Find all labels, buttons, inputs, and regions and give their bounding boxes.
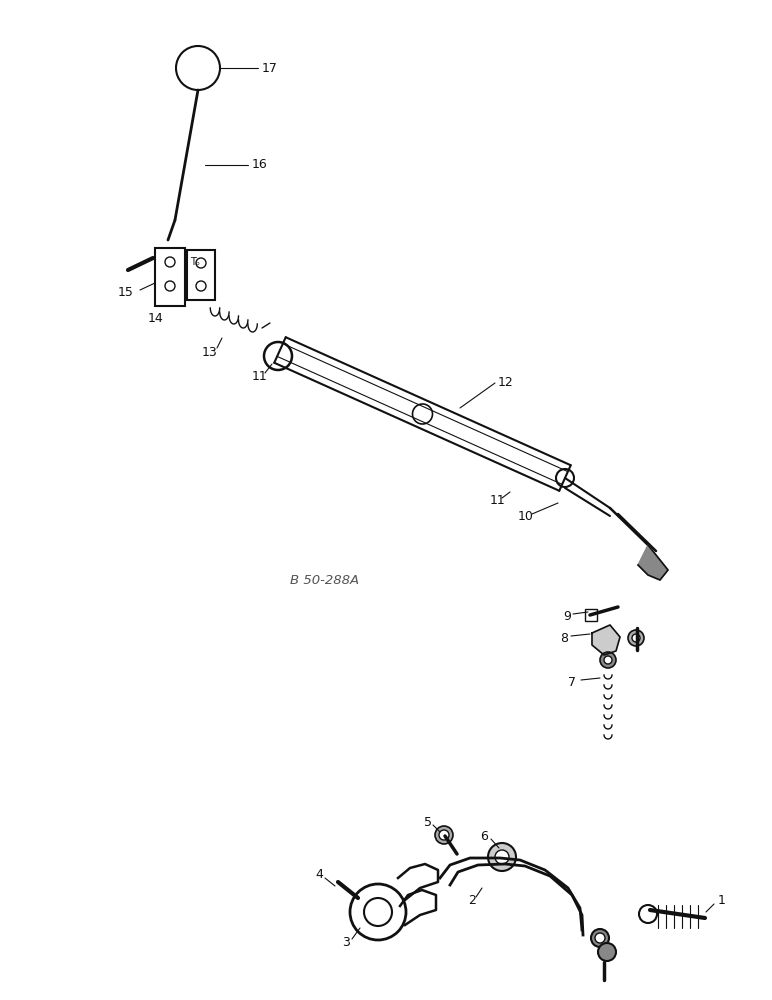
Text: 9: 9 — [563, 609, 571, 622]
Circle shape — [495, 850, 509, 864]
Circle shape — [598, 943, 616, 961]
Text: B 50-288A: B 50-288A — [290, 574, 359, 586]
Text: 17: 17 — [262, 62, 278, 75]
Text: 11: 11 — [252, 369, 268, 382]
Text: 4: 4 — [315, 868, 323, 882]
Text: 13: 13 — [202, 346, 218, 359]
Text: 16: 16 — [252, 158, 268, 172]
Text: 15: 15 — [118, 286, 134, 298]
Text: 8: 8 — [560, 632, 568, 645]
Text: 12: 12 — [498, 375, 513, 388]
Text: Tₒ: Tₒ — [190, 257, 200, 267]
Text: 14: 14 — [148, 312, 164, 324]
Circle shape — [435, 826, 453, 844]
Circle shape — [488, 843, 516, 871]
FancyBboxPatch shape — [585, 609, 597, 621]
Circle shape — [600, 652, 616, 668]
Text: 7: 7 — [568, 676, 576, 688]
FancyBboxPatch shape — [187, 250, 215, 300]
Circle shape — [595, 933, 605, 943]
Circle shape — [628, 630, 644, 646]
Polygon shape — [592, 625, 620, 655]
Text: 1: 1 — [718, 894, 726, 906]
Polygon shape — [638, 545, 668, 580]
Text: 3: 3 — [342, 936, 350, 948]
Text: 6: 6 — [480, 830, 488, 842]
Circle shape — [632, 634, 640, 642]
Circle shape — [604, 656, 612, 664]
Text: 5: 5 — [424, 816, 432, 828]
Text: 11: 11 — [490, 493, 506, 506]
Text: 2: 2 — [468, 894, 476, 906]
FancyBboxPatch shape — [155, 248, 185, 306]
Text: 10: 10 — [518, 510, 534, 522]
Circle shape — [591, 929, 609, 947]
Circle shape — [439, 830, 449, 840]
